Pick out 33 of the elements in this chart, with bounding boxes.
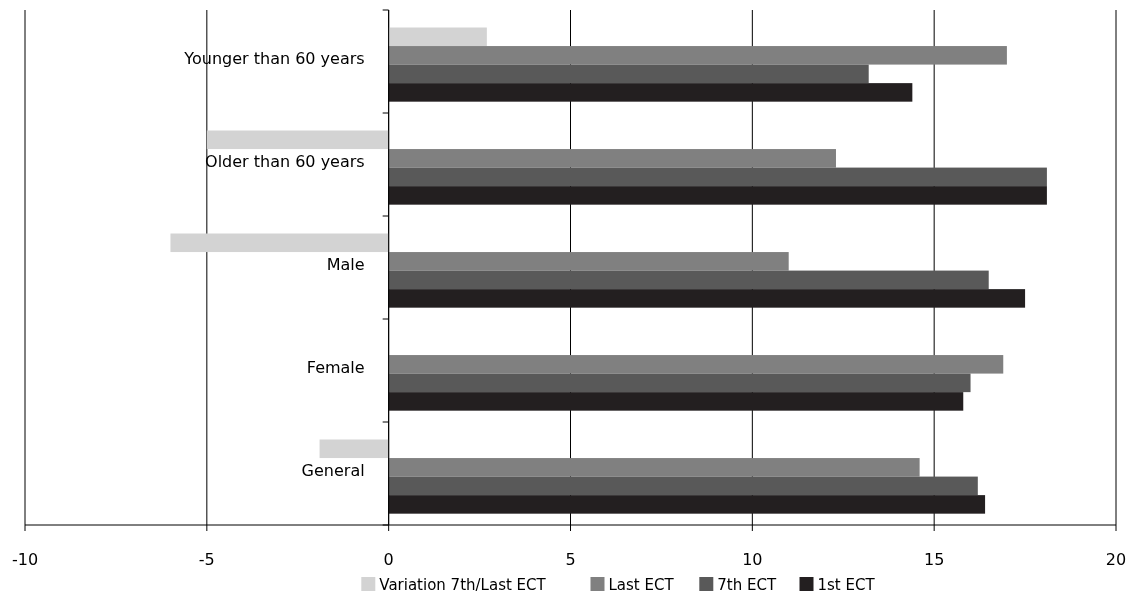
bar [388, 355, 1004, 374]
legend-label: Variation 7th/Last ECT [379, 576, 547, 594]
bar [388, 392, 964, 411]
bar [388, 373, 971, 393]
bar [388, 83, 913, 102]
y-tick-label: General [301, 460, 365, 480]
bar [388, 64, 869, 84]
bar [388, 46, 1007, 65]
bar [388, 252, 789, 271]
bar [388, 186, 1047, 205]
x-tick-label: 10 [742, 550, 763, 569]
bar [388, 289, 1026, 308]
bar [319, 439, 389, 459]
x-tick-label: -10 [11, 550, 39, 569]
bar [388, 495, 986, 514]
bar [388, 167, 1047, 187]
y-tick-label: Male [326, 254, 365, 274]
x-tick-label: 15 [923, 550, 945, 569]
y-tick-label: Female [306, 357, 365, 377]
legend-label: Last ECT [608, 576, 675, 594]
bar [206, 130, 389, 150]
legend-label: 7th ECT [717, 576, 777, 594]
bar [388, 458, 920, 477]
x-tick-label: 20 [1105, 550, 1127, 569]
legend-label: 1st ECT [817, 576, 876, 594]
bar [388, 149, 836, 168]
bar [388, 27, 487, 47]
bar [170, 233, 389, 253]
bar [388, 270, 989, 290]
x-tick-label: -5 [198, 550, 215, 569]
x-tick-label: 0 [383, 550, 394, 569]
bar [388, 476, 978, 496]
x-tick-label: 5 [565, 550, 576, 569]
